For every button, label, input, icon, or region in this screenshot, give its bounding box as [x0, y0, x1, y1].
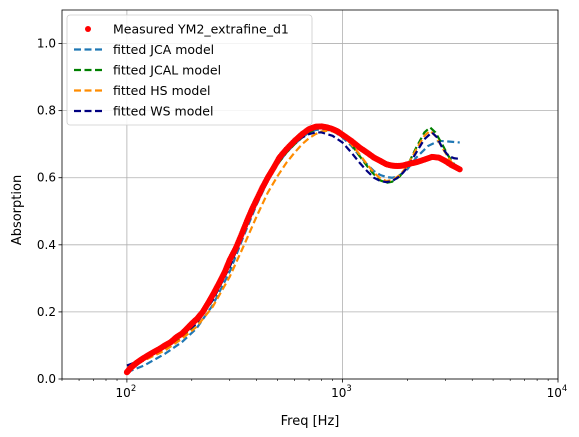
measured-point	[456, 166, 463, 173]
y-tick-label: 0.8	[37, 104, 56, 118]
y-tick-label: 0.4	[37, 238, 56, 252]
x-axis-ticks: 102 103 104	[116, 379, 567, 400]
x-tick-exponent: 4	[562, 384, 567, 394]
legend-label: fitted WS model	[113, 104, 213, 119]
legend-label: Measured YM2_extrafine_d1	[113, 22, 289, 37]
y-tick-label: 0.0	[37, 372, 56, 386]
x-minor-ticks	[61, 379, 549, 381]
x-axis-label: Freq [Hz]	[281, 414, 340, 429]
y-axis-ticks: 0.0 0.2 0.4 0.6 0.8 1.0	[37, 37, 62, 386]
y-tick-label: 0.2	[37, 305, 56, 319]
y-axis-label: Absorption	[10, 175, 25, 245]
legend-label: fitted JCAL model	[113, 63, 221, 78]
plot-area-frame	[61, 9, 559, 380]
measured-series	[123, 123, 463, 376]
legend-box	[66, 14, 313, 126]
legend-marker	[85, 26, 91, 32]
x-tick-exponent: 3	[346, 384, 351, 394]
x-tick-exponent: 2	[131, 384, 136, 394]
legend-label: fitted JCA model	[113, 42, 214, 57]
y-tick-label: 1.0	[37, 37, 56, 51]
y-tick-label: 0.6	[37, 171, 56, 185]
legend-label: fitted HS model	[113, 83, 211, 98]
